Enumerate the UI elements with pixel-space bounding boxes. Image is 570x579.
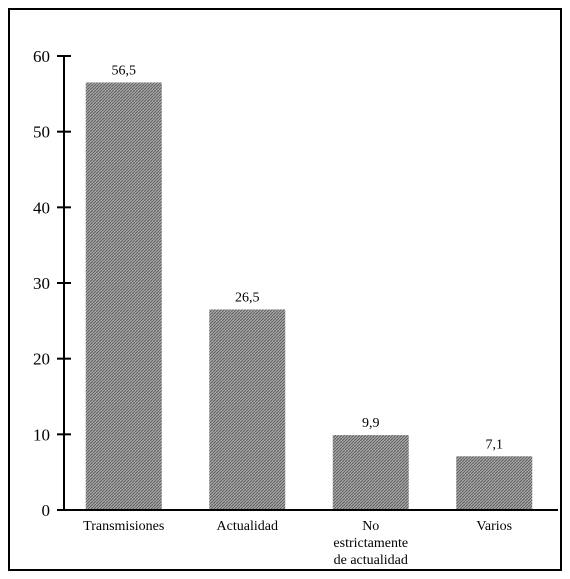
bar	[456, 456, 532, 510]
y-tick-label: 10	[33, 425, 50, 444]
x-category-label: de actualidad	[334, 553, 408, 568]
y-tick-label: 30	[33, 274, 50, 293]
bar-value-label: 26,5	[235, 290, 260, 305]
y-tick-label: 60	[33, 47, 50, 66]
y-tick-label: 40	[33, 198, 50, 217]
y-tick-label: 0	[42, 501, 51, 520]
bar	[86, 82, 162, 510]
bar	[209, 309, 285, 510]
y-tick-label: 20	[33, 350, 50, 369]
bar-value-label: 7,1	[486, 437, 504, 452]
x-category-label: Transmisiones	[83, 519, 164, 534]
y-tick-label: 50	[33, 123, 50, 142]
bar	[333, 435, 409, 510]
x-category-label: Actualidad	[217, 519, 278, 534]
x-category-label: No	[362, 519, 379, 534]
bar-value-label: 9,9	[362, 416, 380, 431]
bar-value-label: 56,5	[112, 63, 137, 78]
x-category-label: estrictamente	[333, 536, 408, 551]
x-category-label: Varios	[476, 519, 512, 534]
